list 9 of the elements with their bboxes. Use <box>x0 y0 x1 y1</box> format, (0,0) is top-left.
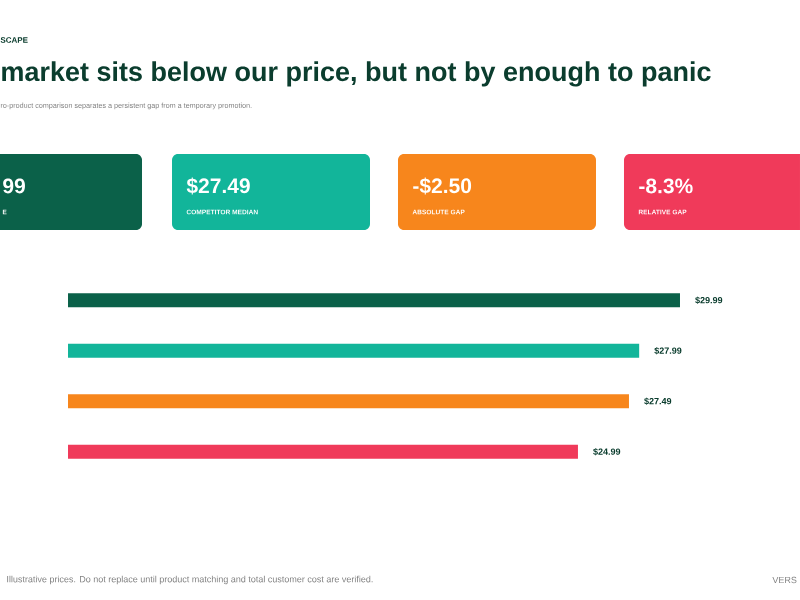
text: 99 <box>3 178 25 194</box>
bar <box>68 394 629 409</box>
bar <box>68 444 578 459</box>
bar <box>68 343 640 358</box>
text: -$2.50 <box>413 177 472 195</box>
text: -8.3% <box>639 178 693 194</box>
bar <box>68 293 680 308</box>
chart-title: market sits below our price, but not by enough to panic <box>2 61 711 87</box>
text: $27.49 <box>186 177 250 195</box>
